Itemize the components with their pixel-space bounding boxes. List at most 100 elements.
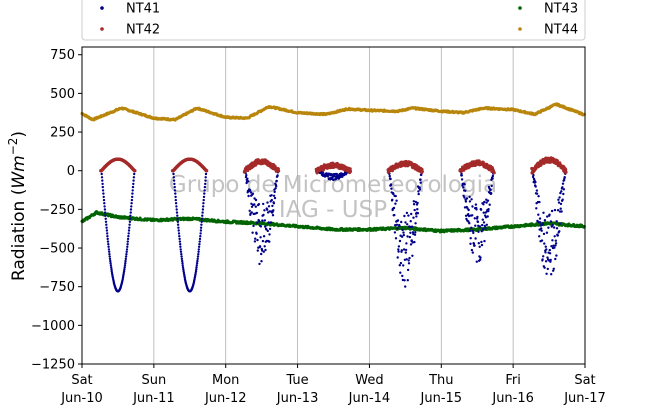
data-point xyxy=(244,175,248,179)
data-point xyxy=(413,208,416,212)
data-point xyxy=(109,264,113,267)
data-point xyxy=(106,232,109,235)
data-point xyxy=(175,208,178,211)
data-point xyxy=(480,240,483,244)
data-point xyxy=(396,256,399,259)
data-point xyxy=(273,196,277,200)
data-point xyxy=(402,264,405,267)
data-point xyxy=(540,227,543,230)
data-point xyxy=(194,269,198,273)
data-point xyxy=(402,248,406,251)
data-point xyxy=(201,211,204,214)
data-point xyxy=(481,227,485,231)
data-point xyxy=(269,221,273,224)
data-point xyxy=(400,235,404,238)
legend-box xyxy=(81,0,586,41)
data-point xyxy=(490,192,493,195)
data-point xyxy=(202,202,205,205)
data-point xyxy=(272,209,275,212)
data-point xyxy=(469,237,472,240)
legend-label: NT41 xyxy=(126,2,160,17)
data-point xyxy=(479,258,482,261)
x-tick-day: Mon xyxy=(212,373,239,388)
data-point xyxy=(275,185,278,188)
data-point xyxy=(271,204,274,208)
data-point xyxy=(126,245,129,248)
data-point xyxy=(130,202,133,205)
data-point xyxy=(204,182,207,186)
data-point xyxy=(262,250,265,253)
data-point xyxy=(104,220,108,223)
data-point xyxy=(267,205,271,208)
data-point xyxy=(182,269,185,273)
data-point xyxy=(394,194,397,198)
data-point xyxy=(486,215,489,218)
data-point xyxy=(102,198,106,202)
data-point xyxy=(485,223,488,226)
data-point xyxy=(256,249,259,252)
data-point xyxy=(196,255,200,258)
data-point xyxy=(564,168,568,172)
data-point xyxy=(264,248,267,252)
data-point xyxy=(404,285,407,288)
data-point xyxy=(468,222,471,225)
data-point xyxy=(549,260,552,263)
data-point xyxy=(205,169,209,173)
data-point xyxy=(199,226,203,229)
data-point xyxy=(418,186,421,189)
data-point xyxy=(390,187,393,190)
data-point xyxy=(263,209,266,212)
data-point xyxy=(548,248,551,252)
data-point xyxy=(556,209,560,212)
data-point xyxy=(259,236,262,239)
data-point xyxy=(125,248,129,251)
x-tick-date: Jun-12 xyxy=(204,391,247,406)
data-point xyxy=(260,260,263,263)
data-point xyxy=(267,221,270,224)
data-point xyxy=(549,258,552,262)
data-point xyxy=(204,172,208,176)
data-point xyxy=(555,159,560,163)
data-point xyxy=(250,205,254,208)
data-point xyxy=(474,203,478,206)
data-point xyxy=(255,232,258,235)
data-point xyxy=(482,221,486,224)
data-point xyxy=(470,248,474,252)
data-point xyxy=(389,183,393,186)
data-point xyxy=(107,245,110,248)
data-point xyxy=(535,207,538,210)
data-point xyxy=(172,176,175,179)
data-point xyxy=(263,245,266,248)
data-point xyxy=(543,242,546,245)
data-point xyxy=(464,200,468,203)
data-point xyxy=(195,266,198,269)
data-point xyxy=(409,231,412,234)
data-point xyxy=(181,262,184,265)
data-point xyxy=(247,180,250,183)
data-point xyxy=(560,210,563,213)
data-point xyxy=(463,196,466,199)
data-point xyxy=(389,177,392,181)
data-point xyxy=(181,264,184,267)
data-point xyxy=(409,243,413,246)
data-point xyxy=(538,217,542,220)
data-point xyxy=(122,269,126,273)
data-point xyxy=(543,266,546,269)
data-point xyxy=(348,169,353,173)
data-point xyxy=(395,223,399,226)
x-tick-date: Jun-16 xyxy=(491,391,534,406)
data-point xyxy=(270,198,273,202)
y-tick-label: 750 xyxy=(50,48,75,63)
data-point xyxy=(554,257,557,261)
data-point xyxy=(176,220,180,223)
data-point xyxy=(540,229,543,232)
data-point xyxy=(417,190,420,193)
data-point xyxy=(128,223,131,226)
data-point xyxy=(195,264,198,267)
y-tick-label: −1000 xyxy=(31,319,75,334)
data-point xyxy=(555,254,558,257)
data-point xyxy=(539,221,542,224)
data-point xyxy=(107,248,111,251)
data-point xyxy=(107,243,110,246)
data-point xyxy=(172,172,175,176)
